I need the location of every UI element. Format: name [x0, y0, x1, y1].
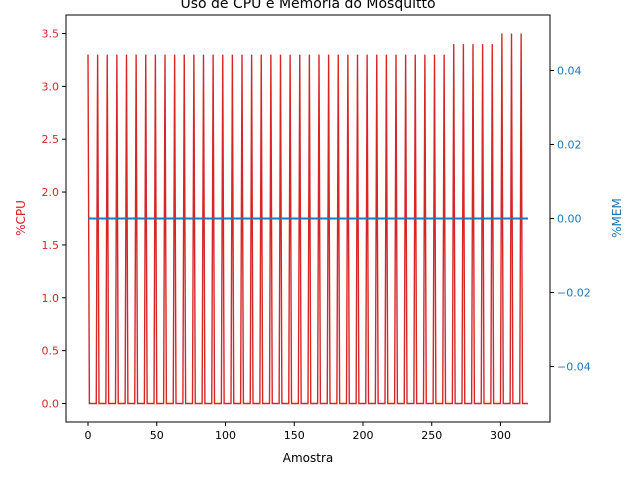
- x-tick-label: 0: [85, 429, 92, 442]
- x-axis-label: Amostra: [283, 451, 333, 465]
- x-tick-label: 150: [284, 429, 305, 442]
- x-tick-label: 50: [150, 429, 164, 442]
- chart-title: Uso de CPU e Memória do Mosquitto: [180, 0, 435, 12]
- y-left-axis: 0.0 0.5 1.0 1.5 2.0 2.5 3.0 3.5: [42, 28, 66, 411]
- y-left-tick-label: 1.0: [42, 292, 60, 305]
- y-left-tick-label: 2.0: [42, 186, 60, 199]
- y-right-tick-label: −0.02: [557, 287, 591, 300]
- y-right-axis-label: %MEM: [610, 198, 624, 238]
- y-left-tick-label: 3.5: [42, 28, 60, 41]
- y-left-tick-label: 1.5: [42, 239, 60, 252]
- y-right-tick-label: −0.04: [557, 361, 591, 374]
- x-tick-label: 250: [421, 429, 442, 442]
- x-tick-label: 100: [215, 429, 236, 442]
- y-left-tick-label: 3.0: [42, 80, 60, 93]
- y-left-tick-label: 0.0: [42, 398, 60, 411]
- cpu-series-line: [87, 33, 528, 405]
- y-left-tick-label: 2.5: [42, 133, 60, 146]
- y-right-tick-label: 0.00: [557, 213, 582, 226]
- y-right-tick-label: 0.04: [557, 65, 582, 78]
- x-axis: 0 50 100 150 200 250 300: [85, 422, 511, 442]
- x-tick-label: 300: [490, 429, 511, 442]
- y-right-axis: −0.04 −0.02 0.00 0.02 0.04: [550, 65, 591, 374]
- y-left-axis-label: %CPU: [14, 200, 28, 236]
- y-left-tick-label: 0.5: [42, 345, 60, 358]
- x-tick-label: 200: [353, 429, 374, 442]
- y-right-tick-label: 0.02: [557, 139, 582, 152]
- series-layer: [87, 33, 528, 405]
